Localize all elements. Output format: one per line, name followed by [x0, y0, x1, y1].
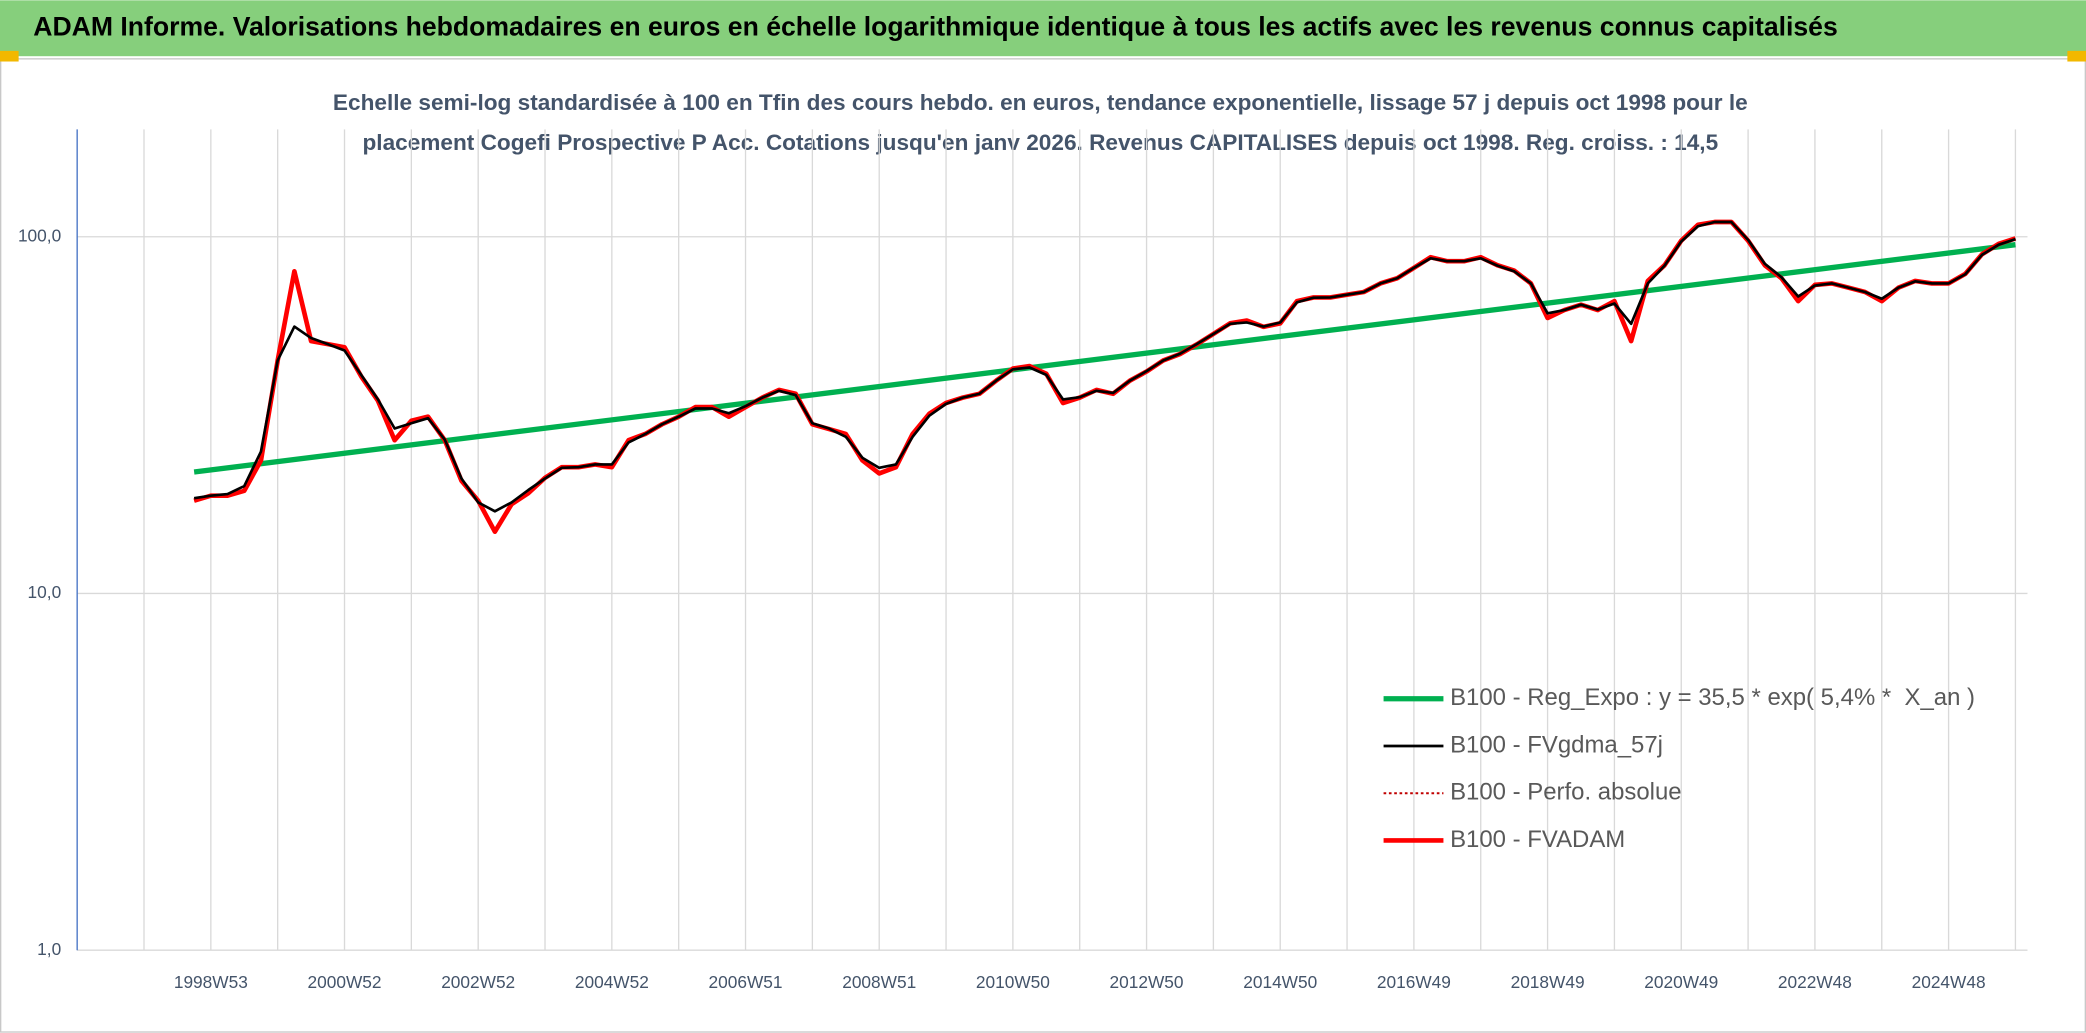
- x-tick-label: 1998W53: [174, 972, 248, 992]
- x-tick-label: 2000W52: [308, 972, 382, 992]
- chart-subtitle: Echelle semi-log standardisée à 100 en T…: [333, 90, 1748, 115]
- chart-title: ADAM Informe. Valorisations hebdomadaire…: [33, 11, 1838, 41]
- header-bar: [0, 0, 2086, 57]
- x-tick-label: 2002W52: [441, 972, 515, 992]
- legend-label: B100 - Perfo. absolue: [1450, 779, 1682, 806]
- x-tick-label: 2022W48: [1778, 972, 1852, 992]
- legend-label: B100 - Reg_Expo : y = 35,5 * exp( 5,4% *…: [1450, 684, 1975, 711]
- x-tick-label: 2018W49: [1511, 972, 1585, 992]
- chart-subtitle: placement Cogefi Prospective P Acc. Cota…: [362, 130, 1718, 155]
- y-tick-label: 1,0: [37, 939, 61, 959]
- x-tick-label: 2010W50: [976, 972, 1050, 992]
- corner: [2067, 50, 2086, 62]
- y-tick-label: 100,0: [18, 225, 61, 245]
- corner: [0, 50, 19, 62]
- y-tick-label: 10,0: [28, 582, 62, 602]
- x-tick-label: 2008W51: [842, 972, 916, 992]
- x-tick-label: 2006W51: [709, 972, 783, 992]
- legend-label: B100 - FVgdma_57j: [1450, 731, 1663, 758]
- x-tick-label: 2020W49: [1644, 972, 1718, 992]
- legend-label: B100 - FVADAM: [1450, 826, 1625, 853]
- x-tick-label: 2024W48: [1912, 972, 1986, 992]
- chart-frame: [0, 58, 2086, 1033]
- series-line: [193, 242, 2016, 475]
- x-tick-label: 2016W49: [1377, 972, 1451, 992]
- x-tick-label: 2004W52: [575, 972, 649, 992]
- series-line: [193, 220, 2016, 513]
- x-tick-label: 2012W50: [1110, 972, 1184, 992]
- x-tick-label: 2014W50: [1243, 972, 1317, 992]
